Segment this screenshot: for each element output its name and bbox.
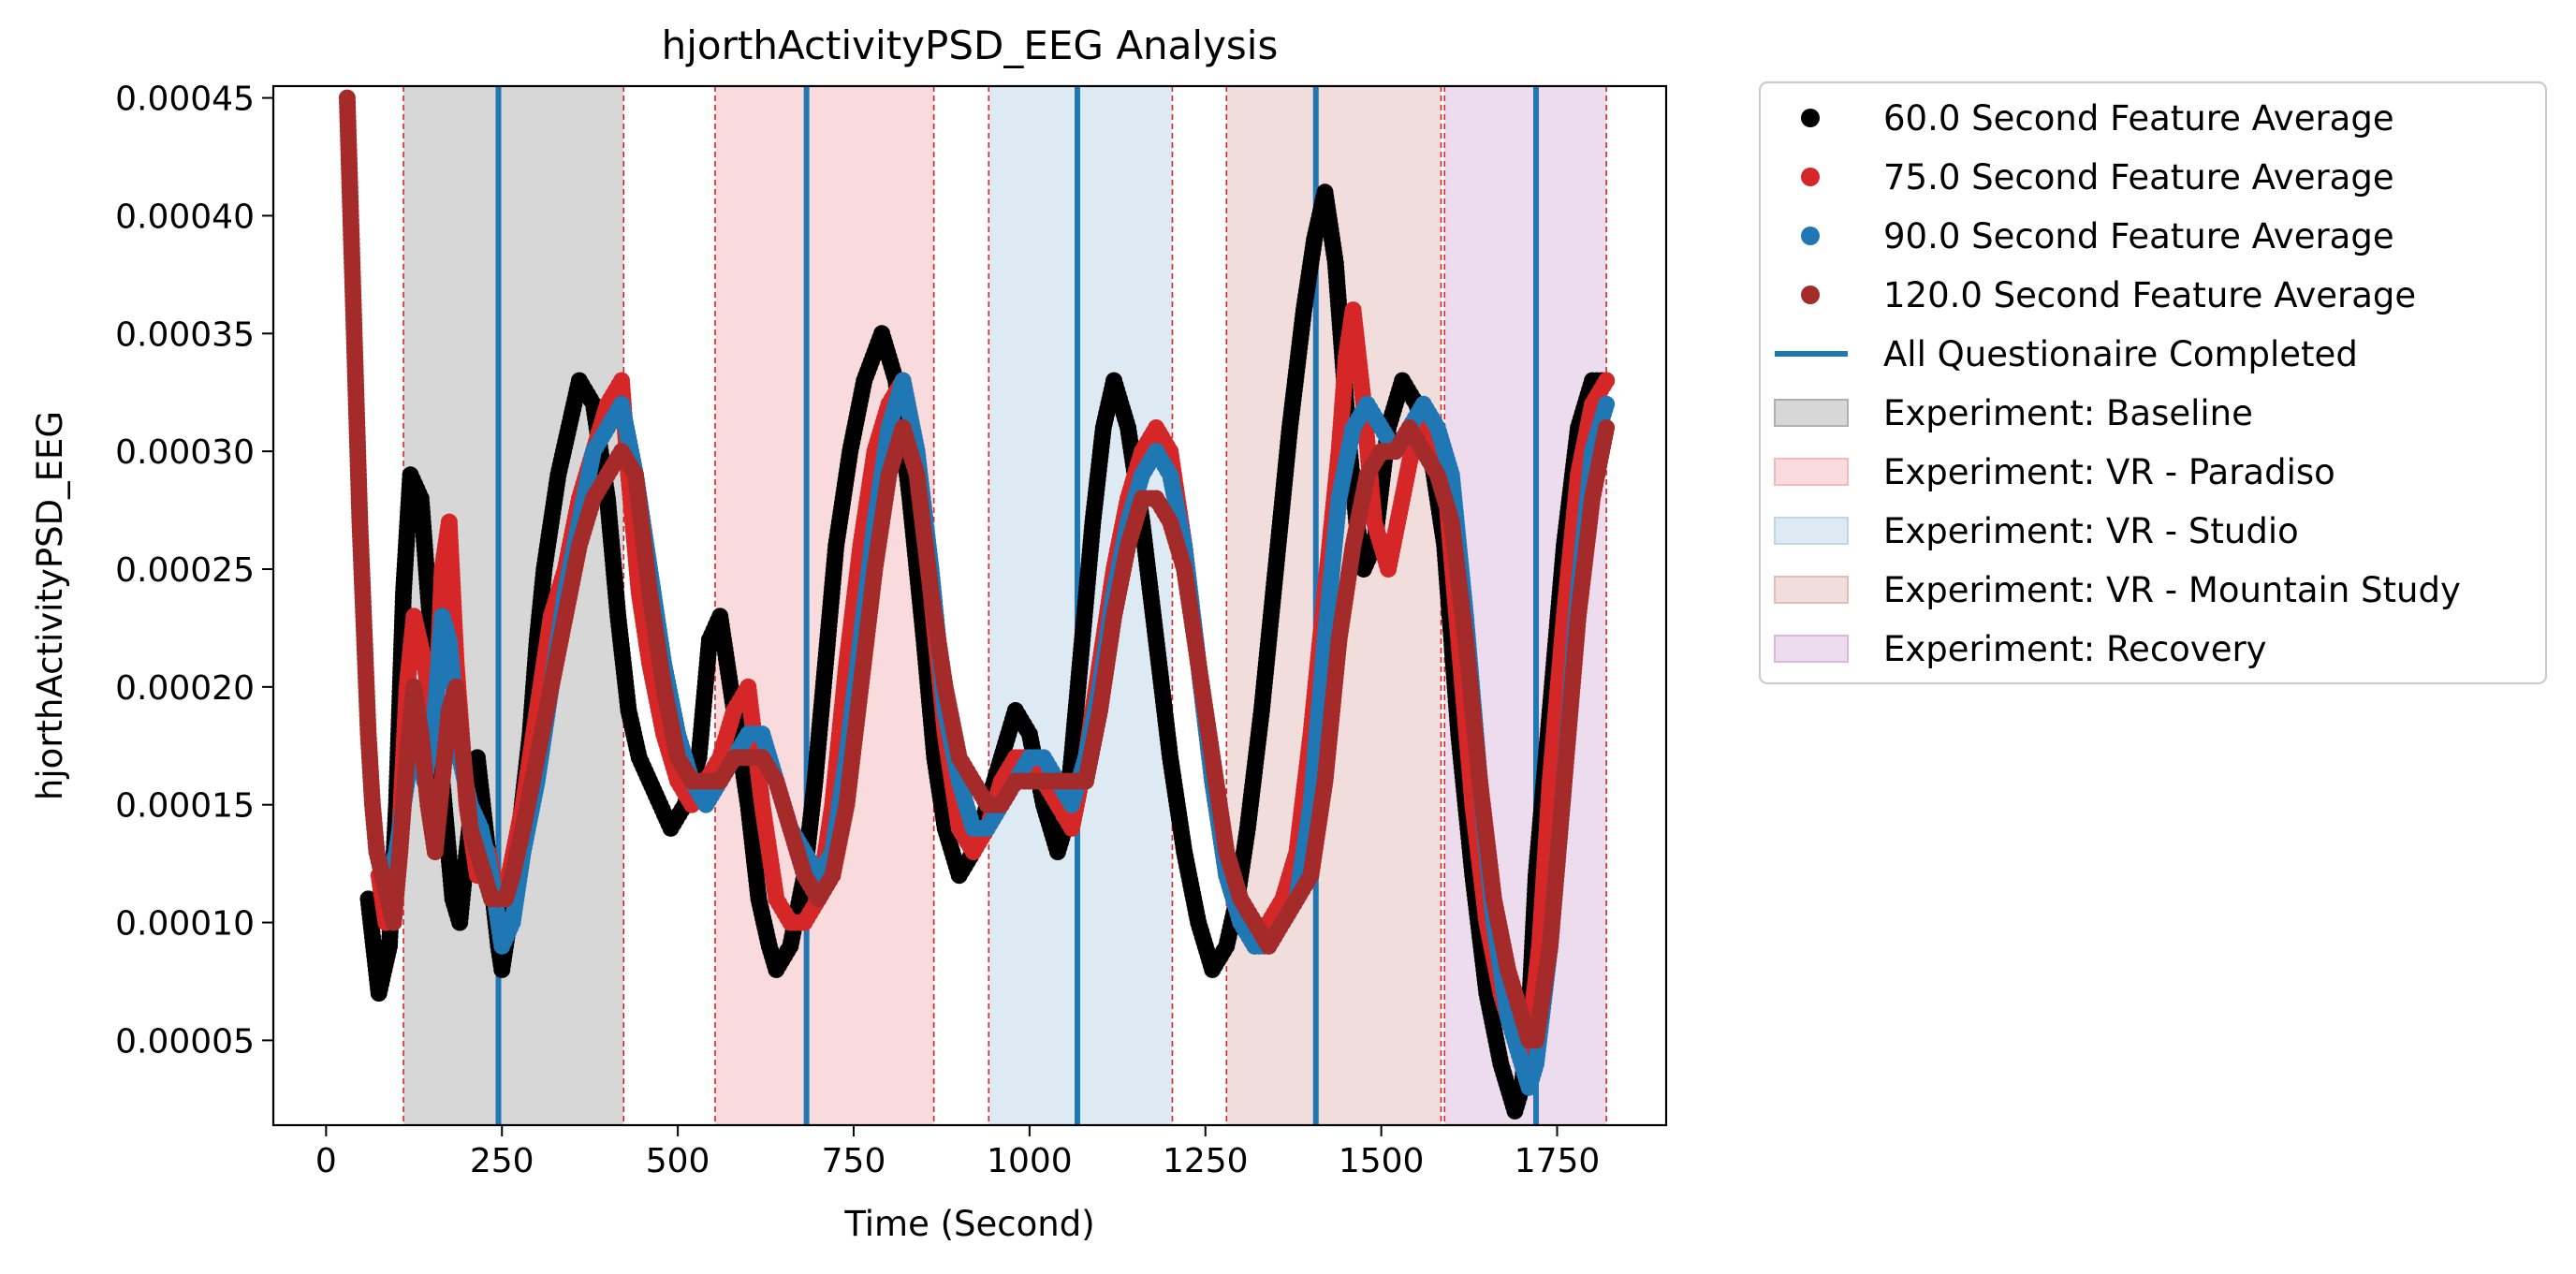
point-2-92 — [1598, 395, 1616, 413]
plot-area — [338, 86, 1616, 1125]
point-1-97 — [1598, 372, 1616, 389]
series-3 — [338, 89, 1616, 1049]
